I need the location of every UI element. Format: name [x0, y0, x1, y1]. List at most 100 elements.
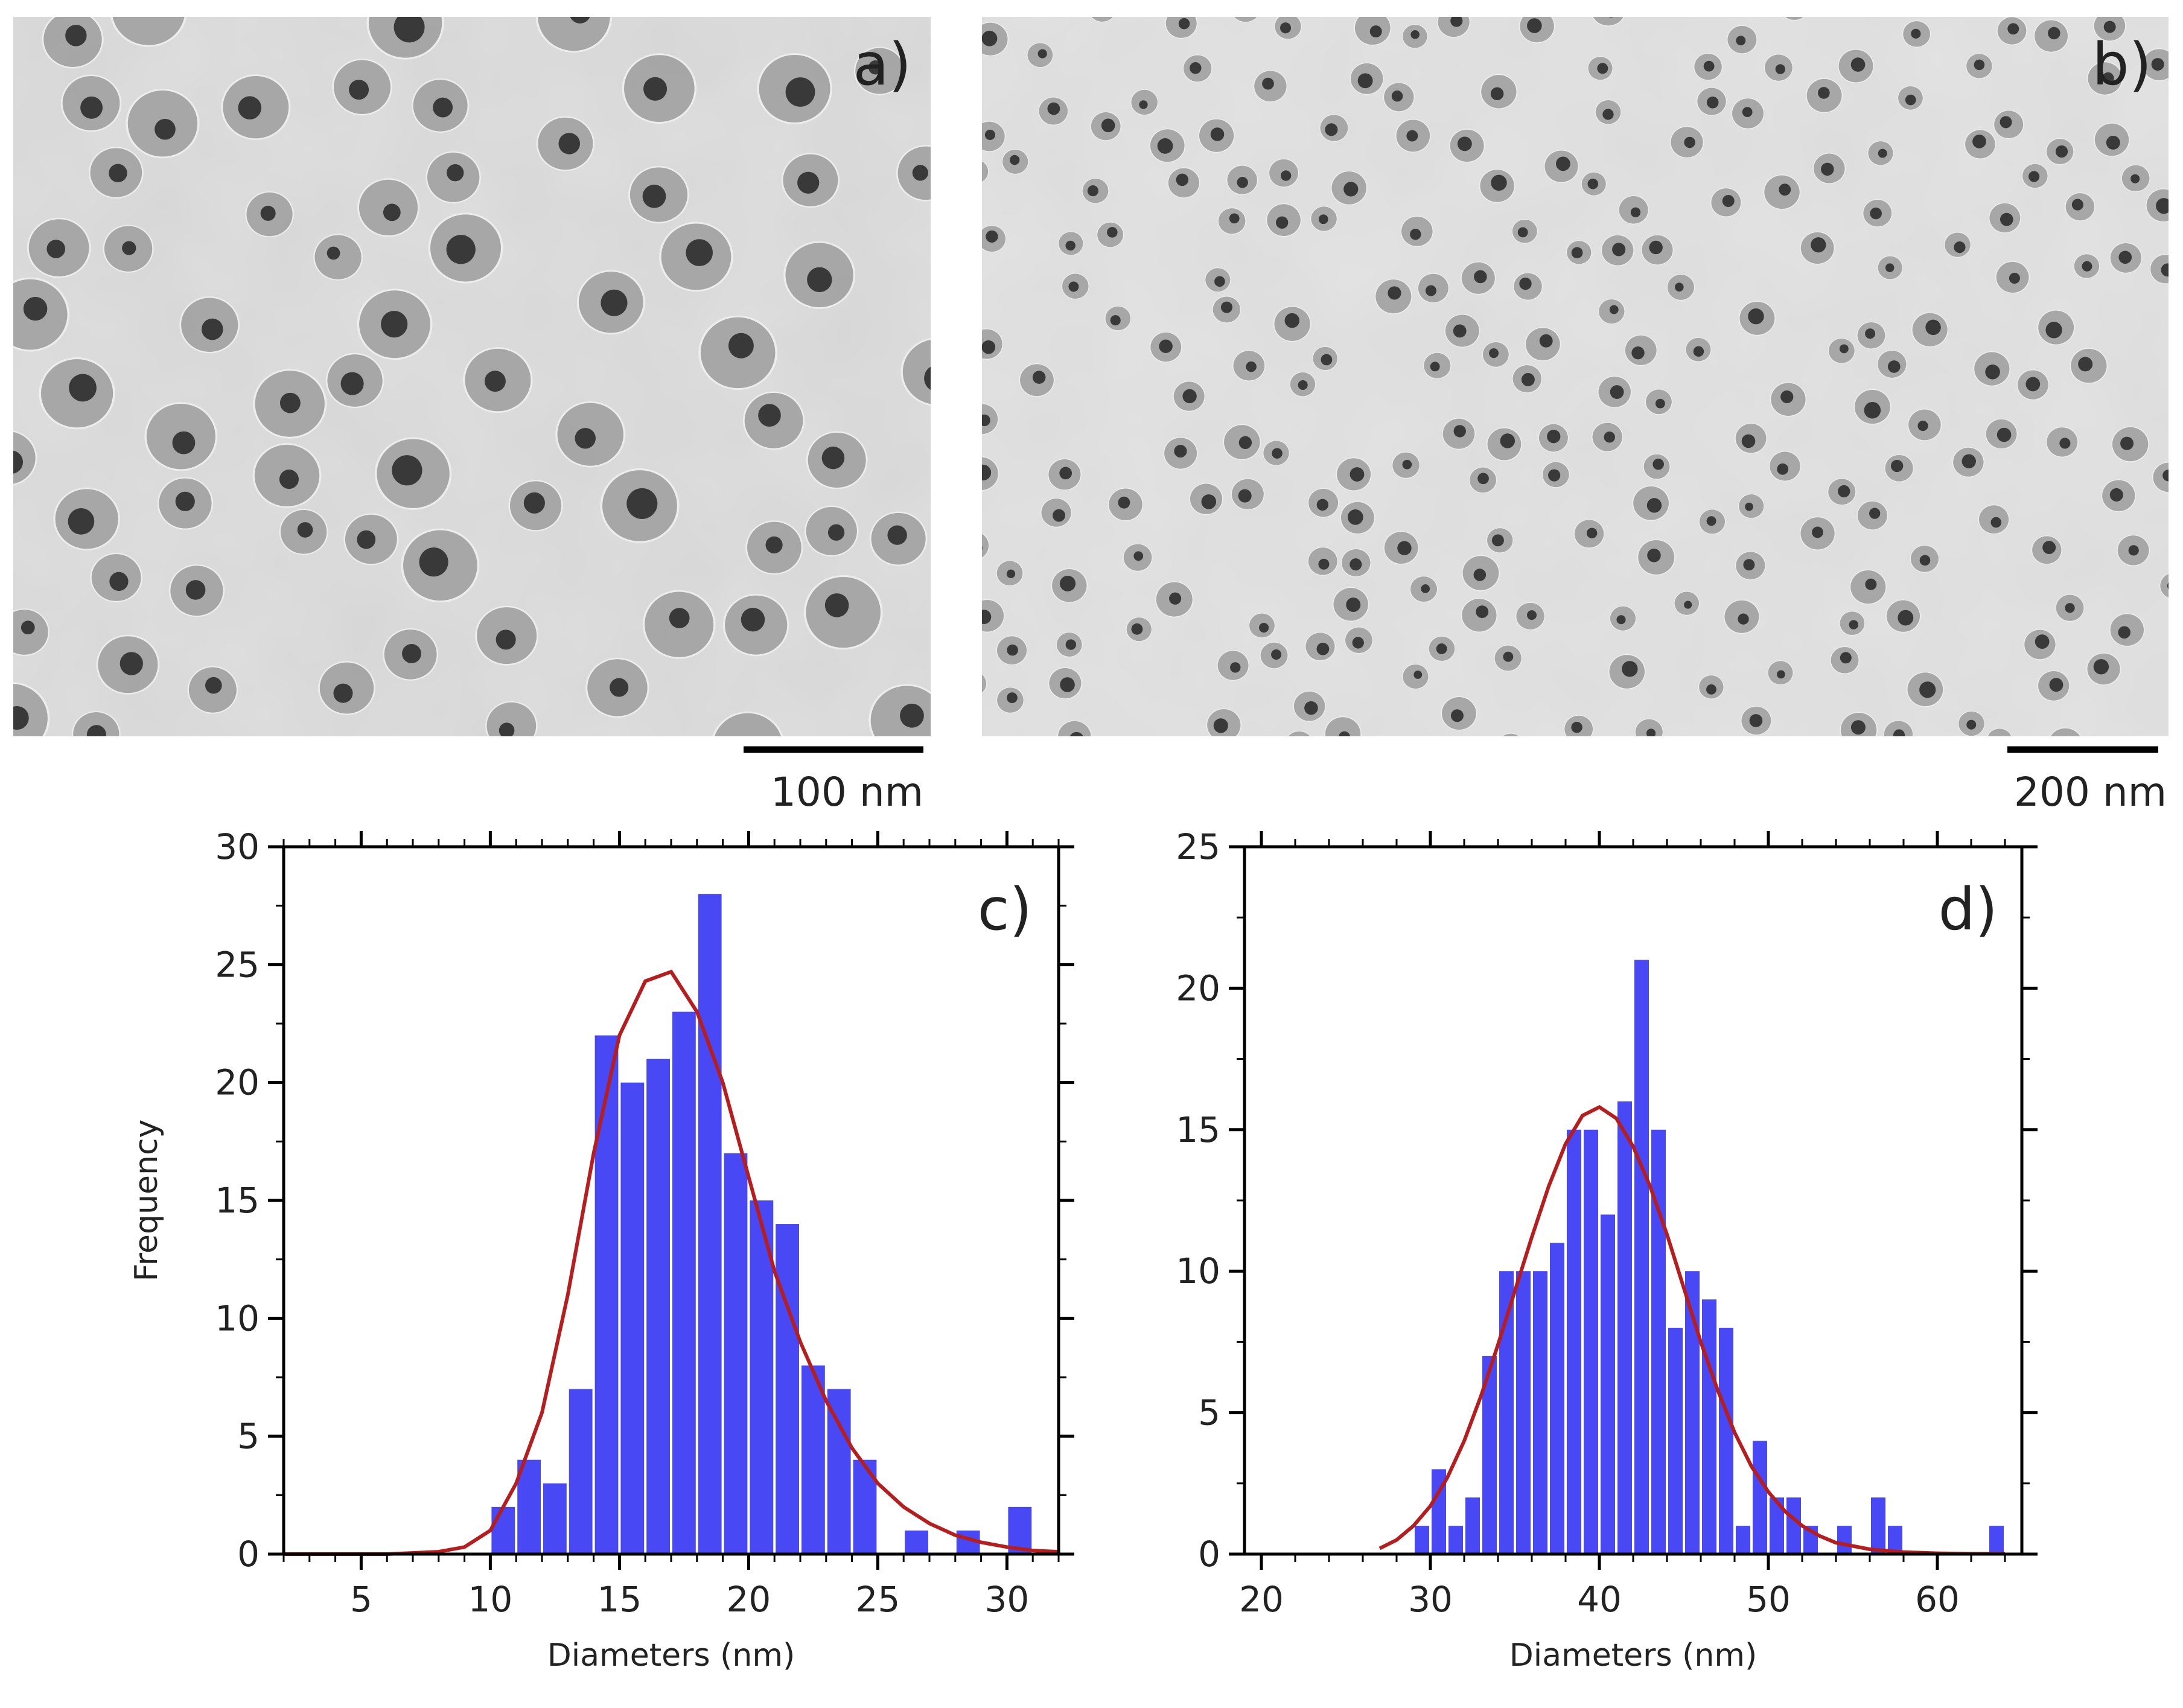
nanoparticle: [1232, 350, 1266, 381]
nanoparticle: [757, 53, 833, 124]
x-tick-label: 50: [1746, 1579, 1791, 1620]
x-tick-label: 10: [468, 1579, 512, 1620]
nanoparticle: [900, 338, 931, 406]
y-tick-label: 20: [1176, 967, 1220, 1009]
histogram-bar: [1871, 1497, 1885, 1554]
nanoparticle: [1058, 231, 1084, 256]
nanoparticle: [1501, 733, 1520, 736]
nanoparticle: [1395, 119, 1431, 153]
nanoparticle: [1592, 422, 1624, 452]
nanoparticle: [325, 352, 384, 409]
nanoparticle: [806, 431, 868, 489]
nanoparticle: [1461, 261, 1496, 295]
nanoparticle: [1289, 372, 1316, 397]
nanoparticle: [1182, 54, 1213, 83]
nanoparticle: [869, 511, 928, 566]
nanoparticle: [1770, 382, 1807, 417]
nanoparticle: [1767, 660, 1794, 686]
nanoparticle: [42, 17, 104, 69]
nanoparticle: [996, 636, 1028, 666]
nanoparticle: [1253, 70, 1288, 103]
nanoparticle: [1987, 728, 2012, 736]
y-tick-label: 0: [237, 1534, 260, 1575]
nanoparticle: [1340, 501, 1375, 535]
nanoparticle: [1479, 168, 1515, 203]
histogram-bar: [491, 1506, 515, 1554]
nanoparticle: [982, 674, 987, 694]
nanoparticle: [642, 590, 716, 659]
nanoparticle: [2086, 61, 2123, 96]
nanoparticle: [1884, 454, 1914, 482]
nanoparticle: [1694, 53, 1723, 81]
nanoparticle: [1041, 497, 1072, 528]
nanoparticle: [783, 241, 856, 309]
nanoparticle: [2045, 138, 2074, 165]
nanoparticle: [1800, 231, 1835, 265]
nanoparticle: [2031, 535, 2062, 565]
nanoparticle: [383, 628, 439, 681]
x-tick-label: 30: [984, 1579, 1029, 1620]
nanoparticle: [1674, 591, 1700, 616]
nanoparticle: [1340, 548, 1371, 578]
nanoparticle: [982, 456, 999, 491]
nanoparticle: [1383, 82, 1415, 112]
nanoparticle: [1312, 346, 1339, 371]
nanoparticle: [1885, 599, 1921, 633]
nanoparticle: [1319, 114, 1349, 142]
nanoparticle: [536, 116, 595, 171]
nanoparticle: [1943, 232, 1971, 258]
nanoparticle: [1856, 500, 1888, 531]
histogram-bar: [750, 1200, 774, 1554]
nanoparticle: [1126, 617, 1153, 642]
nanoparticle: [126, 89, 200, 159]
nanoparticle: [982, 599, 1005, 633]
nanoparticle: [475, 605, 539, 666]
nanoparticle: [982, 532, 990, 559]
nanoparticle: [1997, 17, 2027, 45]
nanoparticle: [1973, 351, 2011, 387]
plot-frame-d: [1243, 845, 2024, 1556]
scale-bar-label-a: 100 nm: [771, 769, 923, 815]
nanoparticle: [1601, 234, 1634, 266]
nanoparticle: [1448, 129, 1485, 163]
nanoparticle: [1428, 636, 1456, 662]
nanoparticle: [1205, 267, 1231, 293]
nanoparticle: [1494, 645, 1523, 672]
nanoparticle: [1563, 715, 1594, 736]
nanoparticle: [1988, 202, 2021, 234]
y-tick-label: 0: [1198, 1534, 1220, 1575]
nanoparticle: [1669, 126, 1704, 159]
nanoparticle: [1468, 467, 1497, 494]
nanoparticle: [1985, 418, 2018, 450]
nanoparticle: [1741, 706, 1772, 736]
nanoparticle: [88, 147, 144, 199]
nanoparticle: [996, 560, 1024, 587]
nanoparticle: [1461, 555, 1500, 591]
nanoparticle: [982, 328, 1004, 360]
nanoparticle: [600, 468, 680, 543]
nanoparticle: [1268, 158, 1299, 188]
nanoparticle: [1784, 17, 1805, 21]
nanoparticle: [622, 53, 697, 124]
nanoparticle: [1637, 539, 1675, 576]
nanoparticle: [745, 520, 803, 575]
panel-label-c: c): [978, 876, 1032, 943]
nanoparticle: [1768, 451, 1802, 482]
nanoparticle: [1511, 218, 1538, 244]
histogram-bar: [517, 1459, 541, 1554]
x-tick-label: 30: [1408, 1579, 1453, 1620]
nanoparticle: [1581, 171, 1607, 196]
y-tick-label: 20: [215, 1062, 260, 1103]
nanoparticle: [2149, 254, 2169, 284]
panel-label-a: a): [853, 31, 911, 98]
histogram-bar: [1753, 1441, 1767, 1554]
scale-bar-label-b: 200 nm: [2014, 769, 2167, 815]
nanoparticle: [71, 711, 121, 736]
nanoparticle: [996, 687, 1025, 713]
nanoparticle: [1883, 720, 1914, 736]
tem-image-a: a): [13, 17, 931, 736]
histogram-bar: [672, 1012, 696, 1554]
nanoparticle: [1287, 730, 1311, 736]
nanoparticle: [1217, 650, 1250, 681]
nanoparticle: [1441, 696, 1477, 731]
